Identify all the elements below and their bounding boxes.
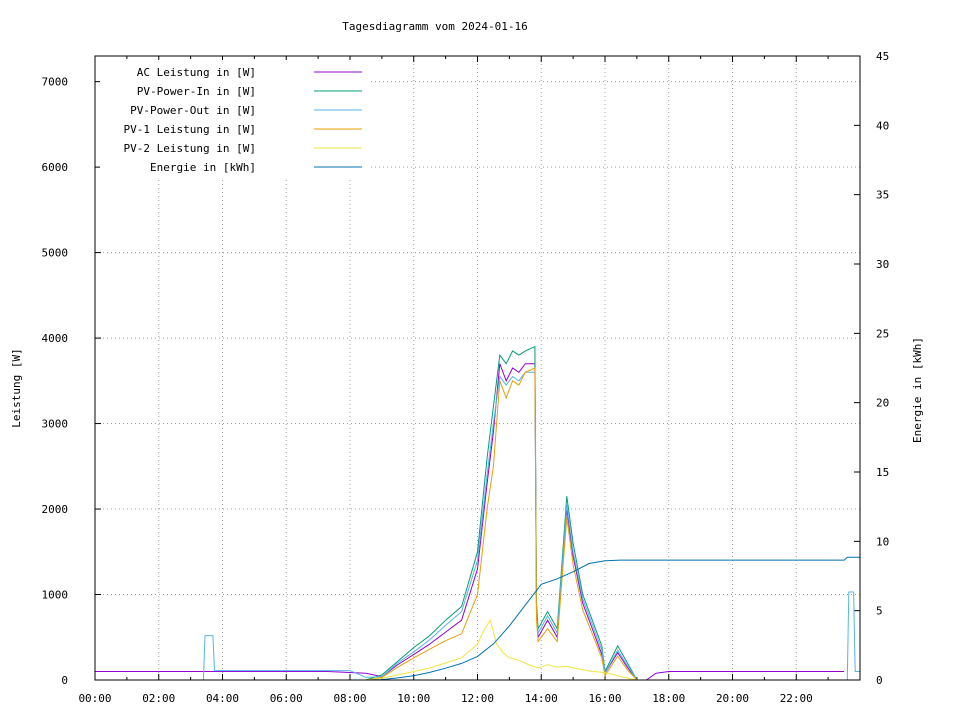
- y-axis-left-label: Leistung [W]: [10, 348, 23, 427]
- x-axis: 00:00 02:00 04:00 06:00 08:00 10:00 12:00 14:00…: [78, 56, 829, 705]
- legend-label: PV-2 Leistung in [W]: [124, 142, 256, 155]
- legend: AC Leistung in [W] PV-Power-In in [W] PV-P…: [100, 60, 370, 178]
- series-line-pv-power-out-in-w: [95, 371, 860, 681]
- legend-background: [100, 60, 370, 178]
- y-tick-label: 7000: [42, 76, 69, 89]
- legend-label: PV-1 Leistung in [W]: [124, 123, 256, 136]
- y2-tick-label: 40: [876, 119, 889, 132]
- series-line-pv-2-leistung-in-w: [95, 618, 860, 681]
- y-axis-left: 0 1000 2000 3000 4000 5000 6000 7000: [42, 76, 101, 687]
- x-tick-label: 12:00: [461, 692, 494, 705]
- legend-label: AC Leistung in [W]: [137, 66, 256, 79]
- x-tick-label: 02:00: [142, 692, 175, 705]
- x-tick-label: 04:00: [206, 692, 239, 705]
- plot-frame: [94, 55, 861, 681]
- x-tick-label: 20:00: [716, 692, 749, 705]
- y-tick-label: 5000: [42, 247, 69, 260]
- chart-title: Tagesdiagramm vom 2024-01-16: [342, 20, 527, 33]
- y2-tick-label: 30: [876, 258, 889, 271]
- x-tick-label: 14:00: [525, 692, 558, 705]
- series-line-pv-1-leistung-in-w: [95, 367, 860, 681]
- y-tick-label: 0: [61, 674, 68, 687]
- y2-tick-label: 20: [876, 397, 889, 410]
- y-tick-label: 2000: [42, 503, 69, 516]
- legend-label: PV-Power-Out in [W]: [130, 104, 256, 117]
- y2-tick-label: 45: [876, 50, 889, 63]
- y-axis-right: 0 5 10 15 20 25 30 35 40 45: [854, 50, 889, 687]
- y2-tick-label: 0: [876, 674, 883, 687]
- x-tick-label: 06:00: [270, 692, 303, 705]
- series-line-ac-leistung-in-w: [95, 363, 845, 681]
- x-tick-label: 08:00: [333, 692, 366, 705]
- x-tick-label: 18:00: [652, 692, 685, 705]
- legend-label: Energie in [kWh]: [150, 161, 256, 174]
- y2-tick-label: 5: [876, 605, 883, 618]
- y-axis-right-label: Energie in [kWh]: [911, 337, 924, 443]
- y-tick-label: 6000: [42, 161, 69, 174]
- y-tick-label: 3000: [42, 418, 69, 431]
- x-tick-label: 00:00: [78, 692, 111, 705]
- x-tick-label: 22:00: [780, 692, 813, 705]
- y2-tick-label: 25: [876, 327, 889, 340]
- x-tick-label: 10:00: [397, 692, 430, 705]
- legend-label: PV-Power-In in [W]: [137, 85, 256, 98]
- series-group: [95, 345, 860, 681]
- y-tick-label: 1000: [42, 589, 69, 602]
- y2-tick-label: 35: [876, 189, 889, 202]
- y-tick-label: 4000: [42, 332, 69, 345]
- series-line-energie-in-kwh: [95, 556, 860, 681]
- y2-tick-label: 15: [876, 466, 889, 479]
- y2-tick-label: 10: [876, 535, 889, 548]
- x-tick-label: 16:00: [588, 692, 621, 705]
